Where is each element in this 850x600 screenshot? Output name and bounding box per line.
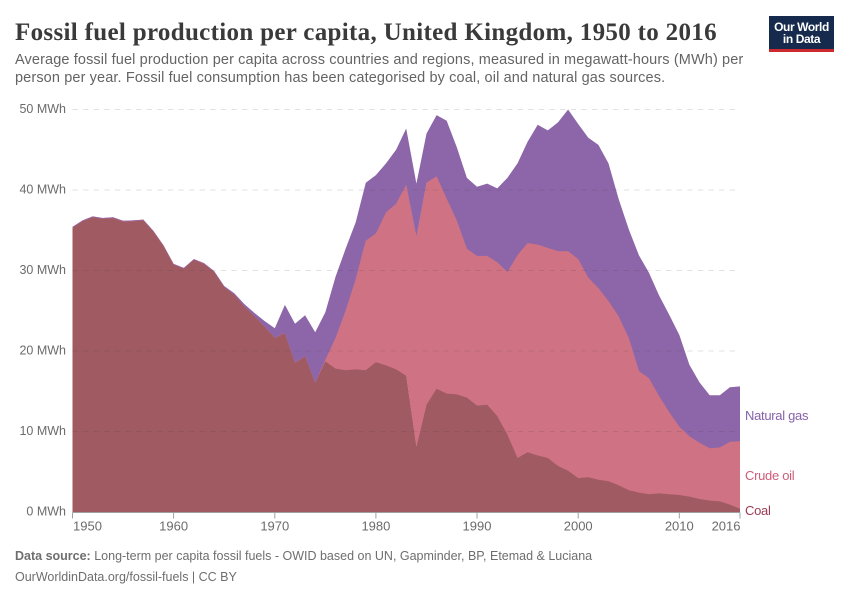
svg-text:1950: 1950 [73, 519, 102, 534]
svg-text:2000: 2000 [564, 519, 593, 534]
svg-text:50 MWh: 50 MWh [19, 102, 66, 116]
svg-text:20 MWh: 20 MWh [19, 344, 66, 358]
svg-text:30 MWh: 30 MWh [19, 263, 66, 277]
svg-text:1980: 1980 [361, 519, 390, 534]
svg-text:1990: 1990 [463, 519, 492, 534]
svg-text:0 MWh: 0 MWh [26, 505, 66, 519]
svg-text:1960: 1960 [159, 519, 188, 534]
svg-text:1970: 1970 [260, 519, 289, 534]
svg-text:2016: 2016 [712, 519, 741, 534]
svg-text:40 MWh: 40 MWh [19, 183, 66, 197]
svg-text:10 MWh: 10 MWh [19, 424, 66, 438]
svg-text:2010: 2010 [665, 519, 694, 534]
